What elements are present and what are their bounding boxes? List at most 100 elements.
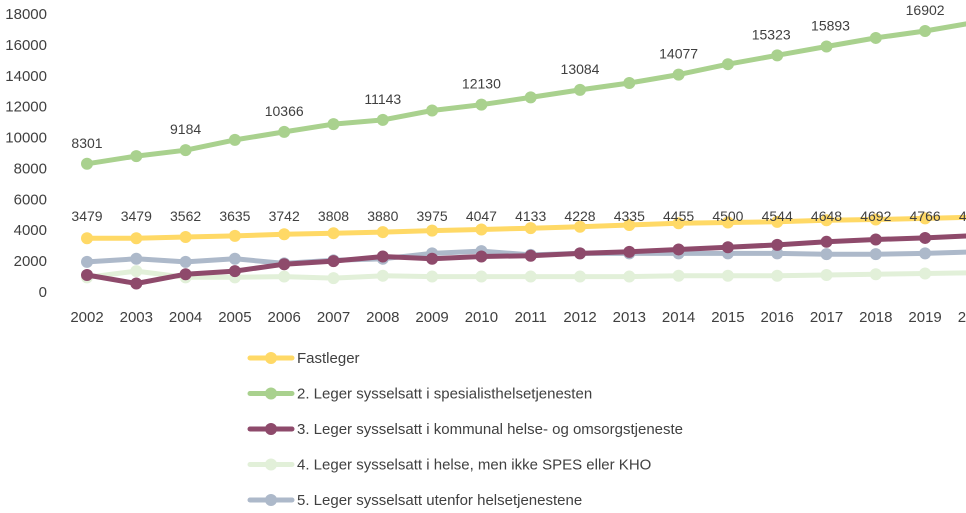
data-point bbox=[228, 265, 241, 278]
data-label: 3880 bbox=[367, 208, 398, 224]
data-point bbox=[179, 255, 192, 268]
data-point bbox=[426, 104, 439, 117]
series-line bbox=[84, 268, 966, 281]
data-point bbox=[574, 83, 586, 96]
data-point bbox=[869, 213, 882, 226]
data-point bbox=[278, 125, 291, 138]
data-point bbox=[623, 245, 636, 258]
data-label: 3479 bbox=[71, 208, 102, 224]
data-point bbox=[376, 226, 389, 239]
x-tick-label: 2020 bbox=[958, 309, 966, 326]
data-label: 4455 bbox=[663, 208, 694, 224]
data-point bbox=[130, 252, 143, 265]
x-tick-label: 2010 bbox=[465, 309, 498, 326]
data-point bbox=[623, 219, 636, 232]
x-tick-label: 2019 bbox=[908, 309, 941, 326]
legend-marker bbox=[265, 387, 277, 400]
data-point bbox=[475, 98, 488, 111]
y-tick-label: 14000 bbox=[5, 68, 47, 85]
data-point bbox=[524, 270, 537, 283]
y-tick-label: 6000 bbox=[14, 191, 47, 208]
data-point bbox=[623, 77, 636, 90]
x-tick-label: 2005 bbox=[218, 309, 251, 326]
data-point bbox=[179, 268, 192, 281]
data-point bbox=[869, 31, 882, 44]
data-point bbox=[179, 230, 192, 243]
series-line bbox=[84, 214, 966, 241]
data-label: 15323 bbox=[752, 26, 791, 42]
data-label: 16902 bbox=[906, 2, 945, 18]
data-label: 12130 bbox=[462, 76, 501, 92]
data-point bbox=[376, 113, 389, 126]
x-tick-label: 2012 bbox=[563, 309, 596, 326]
data-labels: 3479 3479 3562 3635 3742 3808 3880 3975 4047 4133… bbox=[71, 2, 966, 224]
data-label: 13084 bbox=[561, 61, 600, 77]
data-point bbox=[327, 227, 340, 240]
legend-marker bbox=[265, 352, 277, 364]
legend-marker bbox=[265, 494, 277, 506]
x-tick-label: 2018 bbox=[859, 309, 892, 326]
data-point bbox=[81, 255, 93, 268]
data-label: 4133 bbox=[515, 208, 546, 224]
x-tick-label: 2015 bbox=[711, 309, 744, 326]
data-point bbox=[524, 249, 537, 262]
y-tick-label: 12000 bbox=[5, 99, 47, 116]
data-label: 11143 bbox=[364, 91, 401, 107]
data-point bbox=[869, 248, 882, 261]
data-point bbox=[278, 228, 291, 241]
data-point bbox=[919, 231, 932, 244]
data-point bbox=[919, 212, 932, 225]
x-tick-label: 2002 bbox=[70, 309, 103, 326]
data-point bbox=[475, 270, 488, 283]
data-point bbox=[771, 247, 784, 260]
x-tick-label: 2017 bbox=[810, 309, 843, 326]
data-point bbox=[228, 252, 241, 265]
data-label: 4335 bbox=[614, 208, 645, 224]
y-tick-label: 16000 bbox=[5, 37, 47, 54]
data-label: 4228 bbox=[564, 208, 595, 224]
data-label: 3975 bbox=[417, 208, 448, 224]
x-tick-label: 2009 bbox=[415, 309, 448, 326]
data-label: 3479 bbox=[121, 208, 152, 224]
data-label: 3562 bbox=[170, 208, 201, 224]
series-1 bbox=[81, 212, 966, 245]
y-tick-label: 10000 bbox=[5, 130, 47, 147]
legend-label: 4. Leger sysselsatt i helse, men ikke SP… bbox=[297, 457, 651, 474]
data-point bbox=[81, 157, 93, 170]
legend-item: 3. Leger sysselsatt i kommunal helse- og… bbox=[247, 421, 683, 438]
series-3 bbox=[81, 231, 966, 290]
x-tick-label: 2014 bbox=[662, 309, 695, 326]
data-point bbox=[820, 235, 833, 248]
data-point bbox=[327, 118, 340, 131]
data-point bbox=[869, 233, 882, 246]
data-label: 4544 bbox=[762, 208, 793, 224]
data-point bbox=[278, 258, 291, 271]
data-point bbox=[820, 269, 833, 282]
data-point bbox=[426, 252, 439, 265]
x-tick-label: 2004 bbox=[169, 309, 202, 326]
data-point bbox=[475, 223, 488, 236]
data-point bbox=[919, 24, 932, 37]
series-line bbox=[84, 233, 966, 286]
x-tick-label: 2008 bbox=[366, 309, 399, 326]
y-tick-label: 0 bbox=[39, 284, 47, 301]
data-point bbox=[574, 247, 586, 260]
data-point bbox=[919, 247, 932, 260]
data-point bbox=[130, 265, 143, 278]
x-tick-label: 2016 bbox=[761, 309, 794, 326]
legend-marker bbox=[265, 423, 277, 435]
legend-item: 2. Leger sysselsatt i spesialisthelsetje… bbox=[247, 386, 592, 403]
data-point bbox=[623, 270, 636, 283]
data-point bbox=[130, 150, 143, 163]
data-point bbox=[228, 133, 241, 146]
data-point bbox=[426, 270, 439, 283]
legend-marker bbox=[265, 458, 277, 471]
data-label: 3742 bbox=[269, 208, 300, 224]
legend: Fastleger 2. Leger sysselsatt i spesialis… bbox=[247, 350, 683, 509]
data-label: 4047 bbox=[466, 208, 497, 224]
data-point bbox=[278, 270, 291, 283]
data-point bbox=[130, 232, 143, 245]
data-point bbox=[376, 269, 389, 282]
data-point bbox=[721, 241, 734, 254]
x-tick-label: 2013 bbox=[613, 309, 646, 326]
